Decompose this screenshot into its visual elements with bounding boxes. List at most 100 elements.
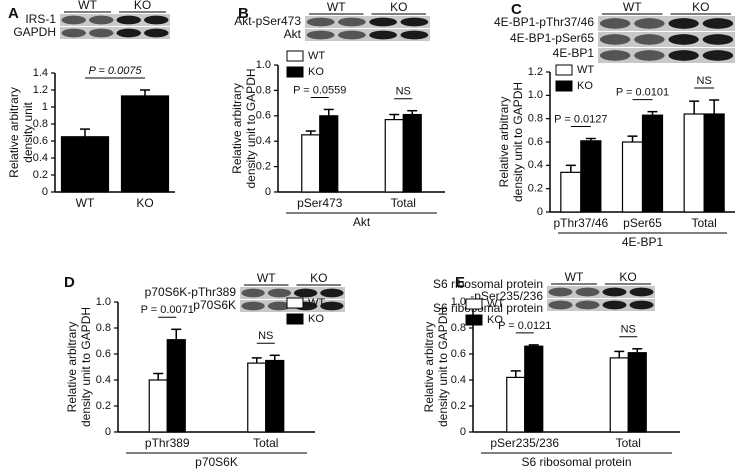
y-label-line: density unit to GAPDH: [79, 307, 93, 427]
blot-band: [369, 30, 398, 40]
x-tick-label: pThr37/46: [553, 216, 608, 230]
error-bar: [565, 164, 576, 173]
panel-letter: B: [238, 5, 249, 22]
bar: [641, 114, 664, 213]
error-bar: [251, 357, 262, 364]
blot-row: [60, 27, 170, 39]
blot-band: [548, 300, 573, 310]
blot-label: p70S6K: [193, 298, 236, 312]
blot-band: [702, 50, 734, 61]
x-tick-label: KO: [136, 196, 153, 210]
error-bar: [305, 130, 316, 135]
bar: [683, 113, 705, 213]
blot-label: Akt-pSer473: [234, 14, 301, 28]
error-bar: [510, 370, 521, 378]
error-bar: [632, 348, 643, 353]
blot-row: [305, 29, 430, 41]
y-axis-label: Relative arbitrarydensity unit to GAPDH: [65, 307, 93, 427]
panel-letter: C: [511, 1, 522, 18]
error-bar: [689, 100, 700, 114]
legend-label: WT: [577, 64, 594, 76]
panel-letter: E: [455, 274, 465, 291]
lane-label: KO: [692, 0, 709, 14]
blot-band: [267, 301, 292, 311]
y-tick-label: 0: [42, 186, 48, 198]
y-tick-label: 0.8: [451, 322, 466, 334]
bar: [384, 119, 404, 193]
bar: [560, 171, 582, 213]
annotation: P = 0.0075: [88, 65, 142, 77]
blot-band: [61, 28, 86, 38]
bar: [524, 345, 544, 433]
x-tick-label: pSer473: [297, 196, 343, 210]
y-tick-label: 0: [105, 426, 111, 438]
blot-row: [547, 299, 655, 311]
y-tick-label: 0: [537, 206, 543, 218]
y-tick-label: 0.8: [528, 113, 543, 125]
error-bar: [647, 110, 658, 116]
blot-band: [599, 18, 631, 29]
legend-label: KO: [308, 313, 324, 325]
annotation: NS: [258, 330, 273, 342]
blot-band: [668, 34, 699, 45]
blot-band: [575, 300, 600, 310]
y-tick-label: 1.0: [96, 296, 111, 308]
x-tick-label: pSer235/236: [490, 436, 559, 450]
group-label: p70S6K: [195, 455, 238, 469]
y-label-line: density unit: [21, 101, 35, 162]
y-tick-label: 0.8: [96, 322, 111, 334]
blot-band: [400, 30, 429, 40]
blot-band: [293, 288, 318, 298]
blot-label: IRS-1: [25, 12, 56, 26]
bar: [301, 134, 321, 193]
y-tick-label: 1: [42, 101, 48, 113]
bar: [319, 115, 339, 193]
bar: [247, 362, 267, 433]
blot-band: [400, 17, 429, 27]
blot-label: GAPDH: [13, 25, 56, 39]
blot-label: 4E-BP1-pSer65: [510, 31, 594, 45]
lane-label: WT: [257, 271, 276, 285]
panel-letter: A: [8, 5, 19, 22]
blot-band: [668, 50, 699, 61]
y-tick-label: 1.0: [528, 89, 543, 101]
y-tick-label: 0.2: [96, 400, 111, 412]
blot-label: 4E-BP1: [553, 46, 595, 60]
y-axis-label: Relative arbitrarydensity unit to GAPDH: [497, 82, 525, 202]
blot-band: [267, 288, 292, 298]
y-tick-label: 0.2: [33, 169, 48, 181]
error-bar: [269, 354, 280, 361]
annotation: NS: [697, 75, 712, 87]
y-tick-label: 0.6: [256, 110, 271, 122]
error-bar: [140, 89, 150, 96]
y-tick-label: 0.4: [451, 374, 466, 386]
legend-swatch: [465, 314, 483, 326]
blot-band: [320, 288, 344, 298]
blot-band: [89, 15, 114, 25]
annotation: P = 0.0071: [141, 304, 194, 316]
annotation: P = 0.0101: [616, 87, 669, 99]
blot-band: [61, 15, 86, 25]
annotation: P = 0.0127: [554, 113, 607, 125]
blot-band: [629, 300, 654, 310]
legend-label: KO: [308, 66, 324, 78]
blot-band: [116, 28, 141, 38]
blot-band: [599, 50, 631, 61]
lane-label: WT: [565, 270, 584, 284]
blot-band: [337, 30, 366, 40]
blot-band: [144, 15, 169, 25]
blot-label: 4E-BP1-pThr37/46: [494, 15, 594, 29]
blot-label: S6 ribosomal protein: [433, 277, 543, 291]
lane-label: KO: [390, 0, 407, 14]
bar: [148, 379, 168, 433]
legend-swatch: [555, 64, 573, 76]
bar: [621, 141, 644, 213]
blot-band: [116, 15, 141, 25]
error-bar: [709, 99, 720, 114]
y-axis-label: Relative arbitrarydensity unit: [7, 87, 35, 178]
blot-band: [702, 34, 734, 45]
